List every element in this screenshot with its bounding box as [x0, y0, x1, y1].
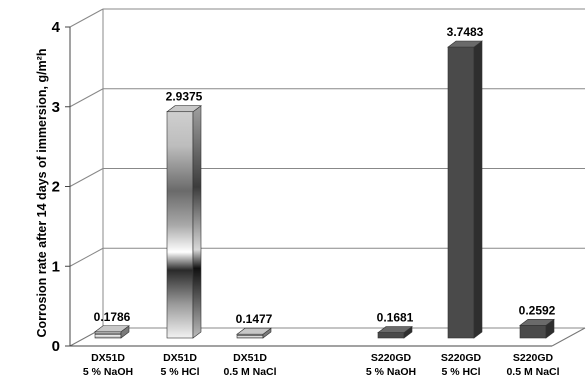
data-label: 3.7483	[447, 25, 484, 39]
y-tick-label: 4	[52, 19, 61, 36]
y-axis-label: Corrosion rate after 14 days of immersio…	[35, 49, 49, 338]
x-tick-label: 0.5 M NaCl	[223, 366, 276, 378]
x-tick-label: 0.5 M NaCl	[506, 366, 559, 378]
bar-front	[447, 46, 475, 339]
x-tick-label: DX51D	[163, 352, 197, 364]
x-tick-label: S220GD	[513, 352, 554, 364]
bar-top	[166, 105, 202, 113]
data-label: 0.1786	[94, 310, 131, 324]
bar	[166, 105, 202, 339]
data-label: 0.2592	[519, 303, 556, 317]
label-layer: 0.1786 DX51D 5 % NaOH 2.9375 DX51D 5 % HCl 0.1…	[83, 25, 560, 378]
bar-top	[236, 327, 272, 335]
bar-top	[447, 40, 483, 48]
axis-layer: 0 1 2 3 4	[52, 9, 586, 355]
bar-top	[519, 319, 555, 326]
bar-side	[192, 105, 202, 339]
x-tick-label: 5 % NaOH	[83, 366, 133, 378]
bar-side	[473, 40, 483, 339]
y-tick-label: 0	[52, 338, 60, 355]
gridline-diag	[69, 8, 104, 28]
data-label: 2.9375	[166, 90, 203, 104]
bar-layer	[94, 40, 555, 339]
x-tick-label: 5 % HCl	[441, 366, 480, 378]
bar-front	[94, 331, 122, 339]
x-tick-label: DX51D	[233, 352, 267, 364]
x-tick-label: S220GD	[441, 352, 482, 364]
x-tick-label: 5 % HCl	[160, 366, 199, 378]
bar-top	[377, 326, 413, 333]
data-label: 0.1681	[377, 311, 414, 325]
gridline-diag	[69, 168, 104, 187]
bar	[447, 40, 483, 339]
floor-right-edge	[551, 327, 586, 347]
bar	[94, 325, 130, 339]
y-tick-label: 1	[52, 258, 60, 275]
bar	[236, 327, 272, 339]
x-tick-label: S220GD	[371, 352, 412, 364]
y-tick-label: 2	[52, 179, 60, 196]
bar	[377, 325, 413, 339]
gridline-diag	[69, 247, 104, 267]
x-tick-label: DX51D	[91, 352, 125, 364]
bar-front	[377, 332, 405, 339]
y-tick-label: 3	[52, 99, 60, 116]
bar-front	[519, 325, 547, 339]
x-tick-label: 5 % NaOH	[366, 366, 416, 378]
grid-layer	[69, 8, 585, 267]
bar-front	[166, 111, 194, 339]
gridline-diag	[69, 88, 104, 108]
data-label: 0.1477	[236, 312, 273, 326]
bar	[519, 318, 555, 339]
bar-top	[94, 325, 130, 333]
bar-front	[236, 333, 264, 339]
